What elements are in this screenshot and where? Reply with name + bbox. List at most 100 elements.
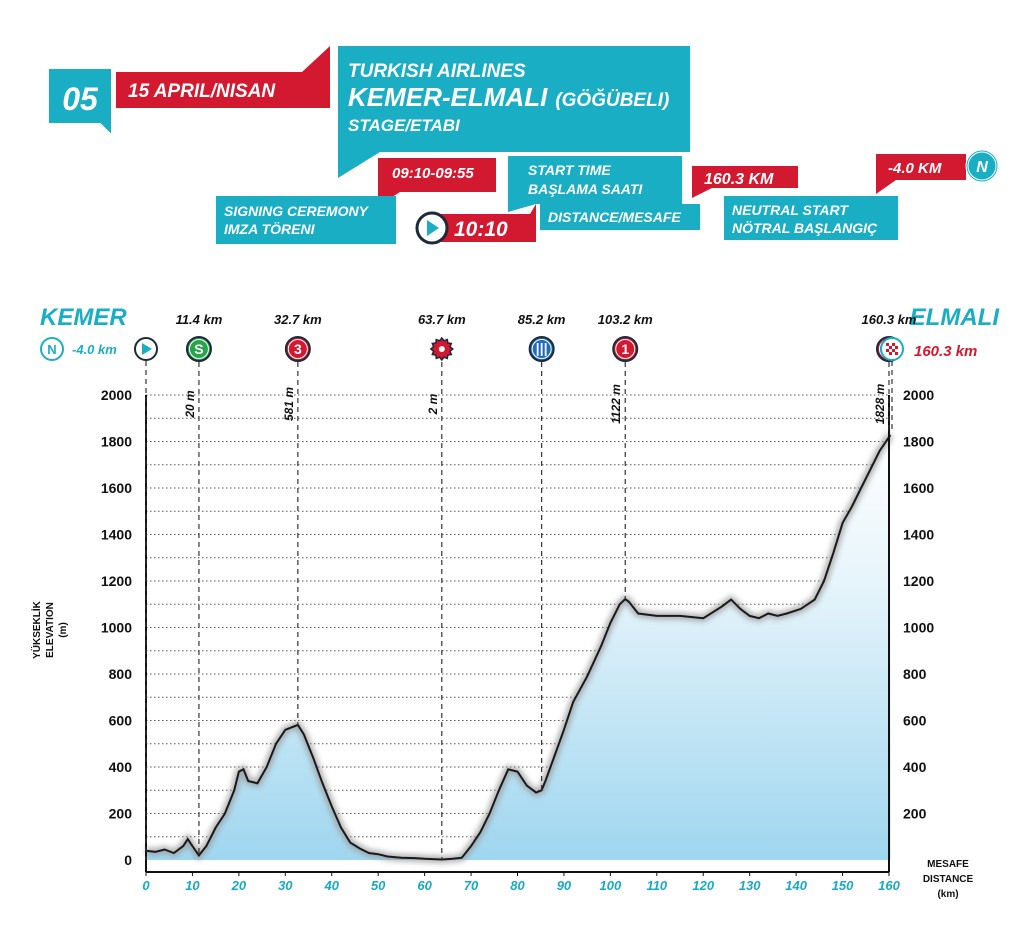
x-tick-label: 80	[510, 878, 525, 893]
y-tick-label-left: 1800	[101, 434, 132, 450]
marker-bonus: 63.7 km 2 m	[418, 312, 466, 860]
elevation-fill	[146, 435, 891, 860]
checker-square	[886, 343, 889, 346]
finish-km: 160.3 km	[914, 343, 977, 360]
x-tick-label: 130	[739, 878, 761, 893]
date-banner: 15 APRIL/NISAN	[116, 46, 330, 108]
y-tick-label-right: 600	[903, 713, 927, 729]
marker-km-label: 160.3 km	[862, 312, 917, 327]
x-tick-label: 60	[417, 878, 432, 893]
y-tick-label-left: 0	[124, 852, 132, 868]
checker-square	[895, 346, 898, 349]
y-tick-label-left: 600	[109, 713, 133, 729]
checker-square	[889, 352, 892, 355]
x-tick-label: 100	[600, 878, 622, 893]
start-time-box: START TIME BAŞLAMA SAATI 10:10	[415, 156, 682, 245]
y-axis-title-line3: (m)	[58, 622, 69, 638]
x-tick-label: 30	[278, 878, 293, 893]
start-time: 10:10	[454, 218, 508, 241]
marker-climb1: 103.2 km 1 1122 m	[598, 312, 653, 600]
elevation-line	[145, 434, 892, 861]
marker-icon-text: 1	[621, 341, 629, 357]
distance-box: 160.3 KM DISTANCE/MESAFE	[540, 166, 798, 230]
checker-square	[889, 346, 892, 349]
y-tick-label-left: 200	[109, 806, 133, 822]
icon-ring	[531, 339, 552, 359]
icon-ring	[287, 339, 308, 359]
marker-feed: 85.2 km	[518, 312, 566, 791]
x-axis-title-line2: DISTANCE	[923, 874, 974, 885]
signing-time: 09:10-09:55	[392, 165, 474, 182]
marker-line	[888, 362, 892, 431]
y-tick-label-right: 1800	[903, 434, 934, 450]
start-city: KEMER	[40, 304, 127, 331]
signing-ceremony-box: 09:10-09:55 SIGNING CEREMONY IMZA TÖRENI	[216, 158, 496, 244]
start-time-label-en: START TIME	[528, 162, 611, 178]
y-tick-label-left: 1000	[101, 620, 132, 636]
icon-ring	[615, 339, 636, 359]
y-tick-label-left: 400	[109, 759, 133, 775]
x-axis-title: MESAFE DISTANCE (km)	[923, 859, 974, 900]
neutral-start-value: -4.0 KM	[888, 160, 942, 177]
neutral-n-icon: N	[965, 149, 999, 183]
x-tick-label: 110	[646, 878, 667, 893]
stage-date: 15 APRIL/NISAN	[128, 81, 276, 102]
neutral-label-tr: NÖTRAL BAŞLANGIÇ	[732, 220, 878, 236]
sprint-icon	[185, 336, 212, 362]
marker-km-label: 32.7 km	[274, 312, 322, 327]
y-tick-label-right: 1200	[903, 573, 934, 589]
x-tick-label: 20	[231, 878, 247, 893]
title-sponsor: TURKISH AIRLINES	[348, 61, 526, 82]
x-tick-label: 10	[185, 878, 200, 893]
y-axis-title-line2: ELEVATION	[45, 602, 56, 658]
marker-km-label: 103.2 km	[598, 312, 653, 327]
x-axis-title-line1: MESAFE	[927, 859, 969, 870]
y-tick-label-right: 400	[903, 759, 927, 775]
checker-square	[892, 349, 895, 352]
route-name-detail: (GÖĞÜBELI)	[555, 89, 669, 111]
x-tick-label: 70	[464, 878, 479, 893]
neutral-icon-letter: N	[976, 159, 988, 176]
route-name: KEMER-ELMALI	[348, 82, 548, 112]
signing-label-en: SIGNING CEREMONY	[224, 203, 370, 219]
x-tick-label: 150	[832, 878, 854, 893]
x-tick-label: 50	[371, 878, 386, 893]
stage-number-badge: 05	[47, 67, 113, 139]
marker-km-label: 11.4 km	[176, 312, 223, 327]
marker-icon-text: 3	[294, 341, 302, 357]
marker-km-label: 63.7 km	[418, 312, 466, 327]
marker-finish	[880, 337, 904, 430]
marker-altitude-label: 1828 m	[873, 383, 887, 424]
y-tick-label-left: 2000	[101, 387, 132, 403]
y-tick-label-left: 1400	[101, 527, 132, 543]
route-markers: N 11.4 km S 20 m 32.7 km 3 581 m 63.7 km 2 m 85.2…	[40, 312, 917, 860]
stage-label: STAGE/ETABI	[348, 116, 461, 135]
bonus-center	[438, 346, 445, 352]
y-tick-label-right: 2000	[903, 387, 934, 403]
icon-ring	[188, 339, 209, 359]
y-tick-label-right: 1000	[903, 620, 934, 636]
y-tick-label-left: 800	[109, 666, 133, 682]
marker-neutral: N	[40, 337, 64, 361]
x-tick-label: 40	[324, 878, 340, 893]
climb-category-icon	[284, 336, 311, 362]
climb-category-icon	[612, 336, 639, 362]
neutral-icon	[40, 337, 64, 361]
neutral-start-km: -4.0 km	[72, 342, 117, 357]
checker-square	[892, 343, 895, 346]
checker-square	[895, 352, 898, 355]
elevation-area	[145, 433, 894, 864]
y-axis-title: YÜKSEKLİK ELEVATION (m)	[30, 600, 69, 659]
distance-label: DISTANCE/MESAFE	[548, 209, 681, 225]
neutral-start-box: -4.0 KM N NEUTRAL START NÖTRAL BAŞLANGIÇ	[724, 149, 999, 240]
marker-altitude-label: 581 m	[282, 387, 296, 421]
y-axis-title-line1: YÜKSEKLİK	[30, 600, 43, 659]
marker-climb3: 32.7 km 3 581 m	[274, 312, 322, 725]
x-axis-title-line3: (km)	[937, 889, 958, 900]
y-tick-label-left: 1200	[101, 573, 132, 589]
x-tick-label: 0	[142, 878, 150, 893]
stage-number: 05	[62, 81, 99, 117]
y-tick-label-right: 800	[903, 666, 927, 682]
marker-start	[134, 337, 158, 860]
